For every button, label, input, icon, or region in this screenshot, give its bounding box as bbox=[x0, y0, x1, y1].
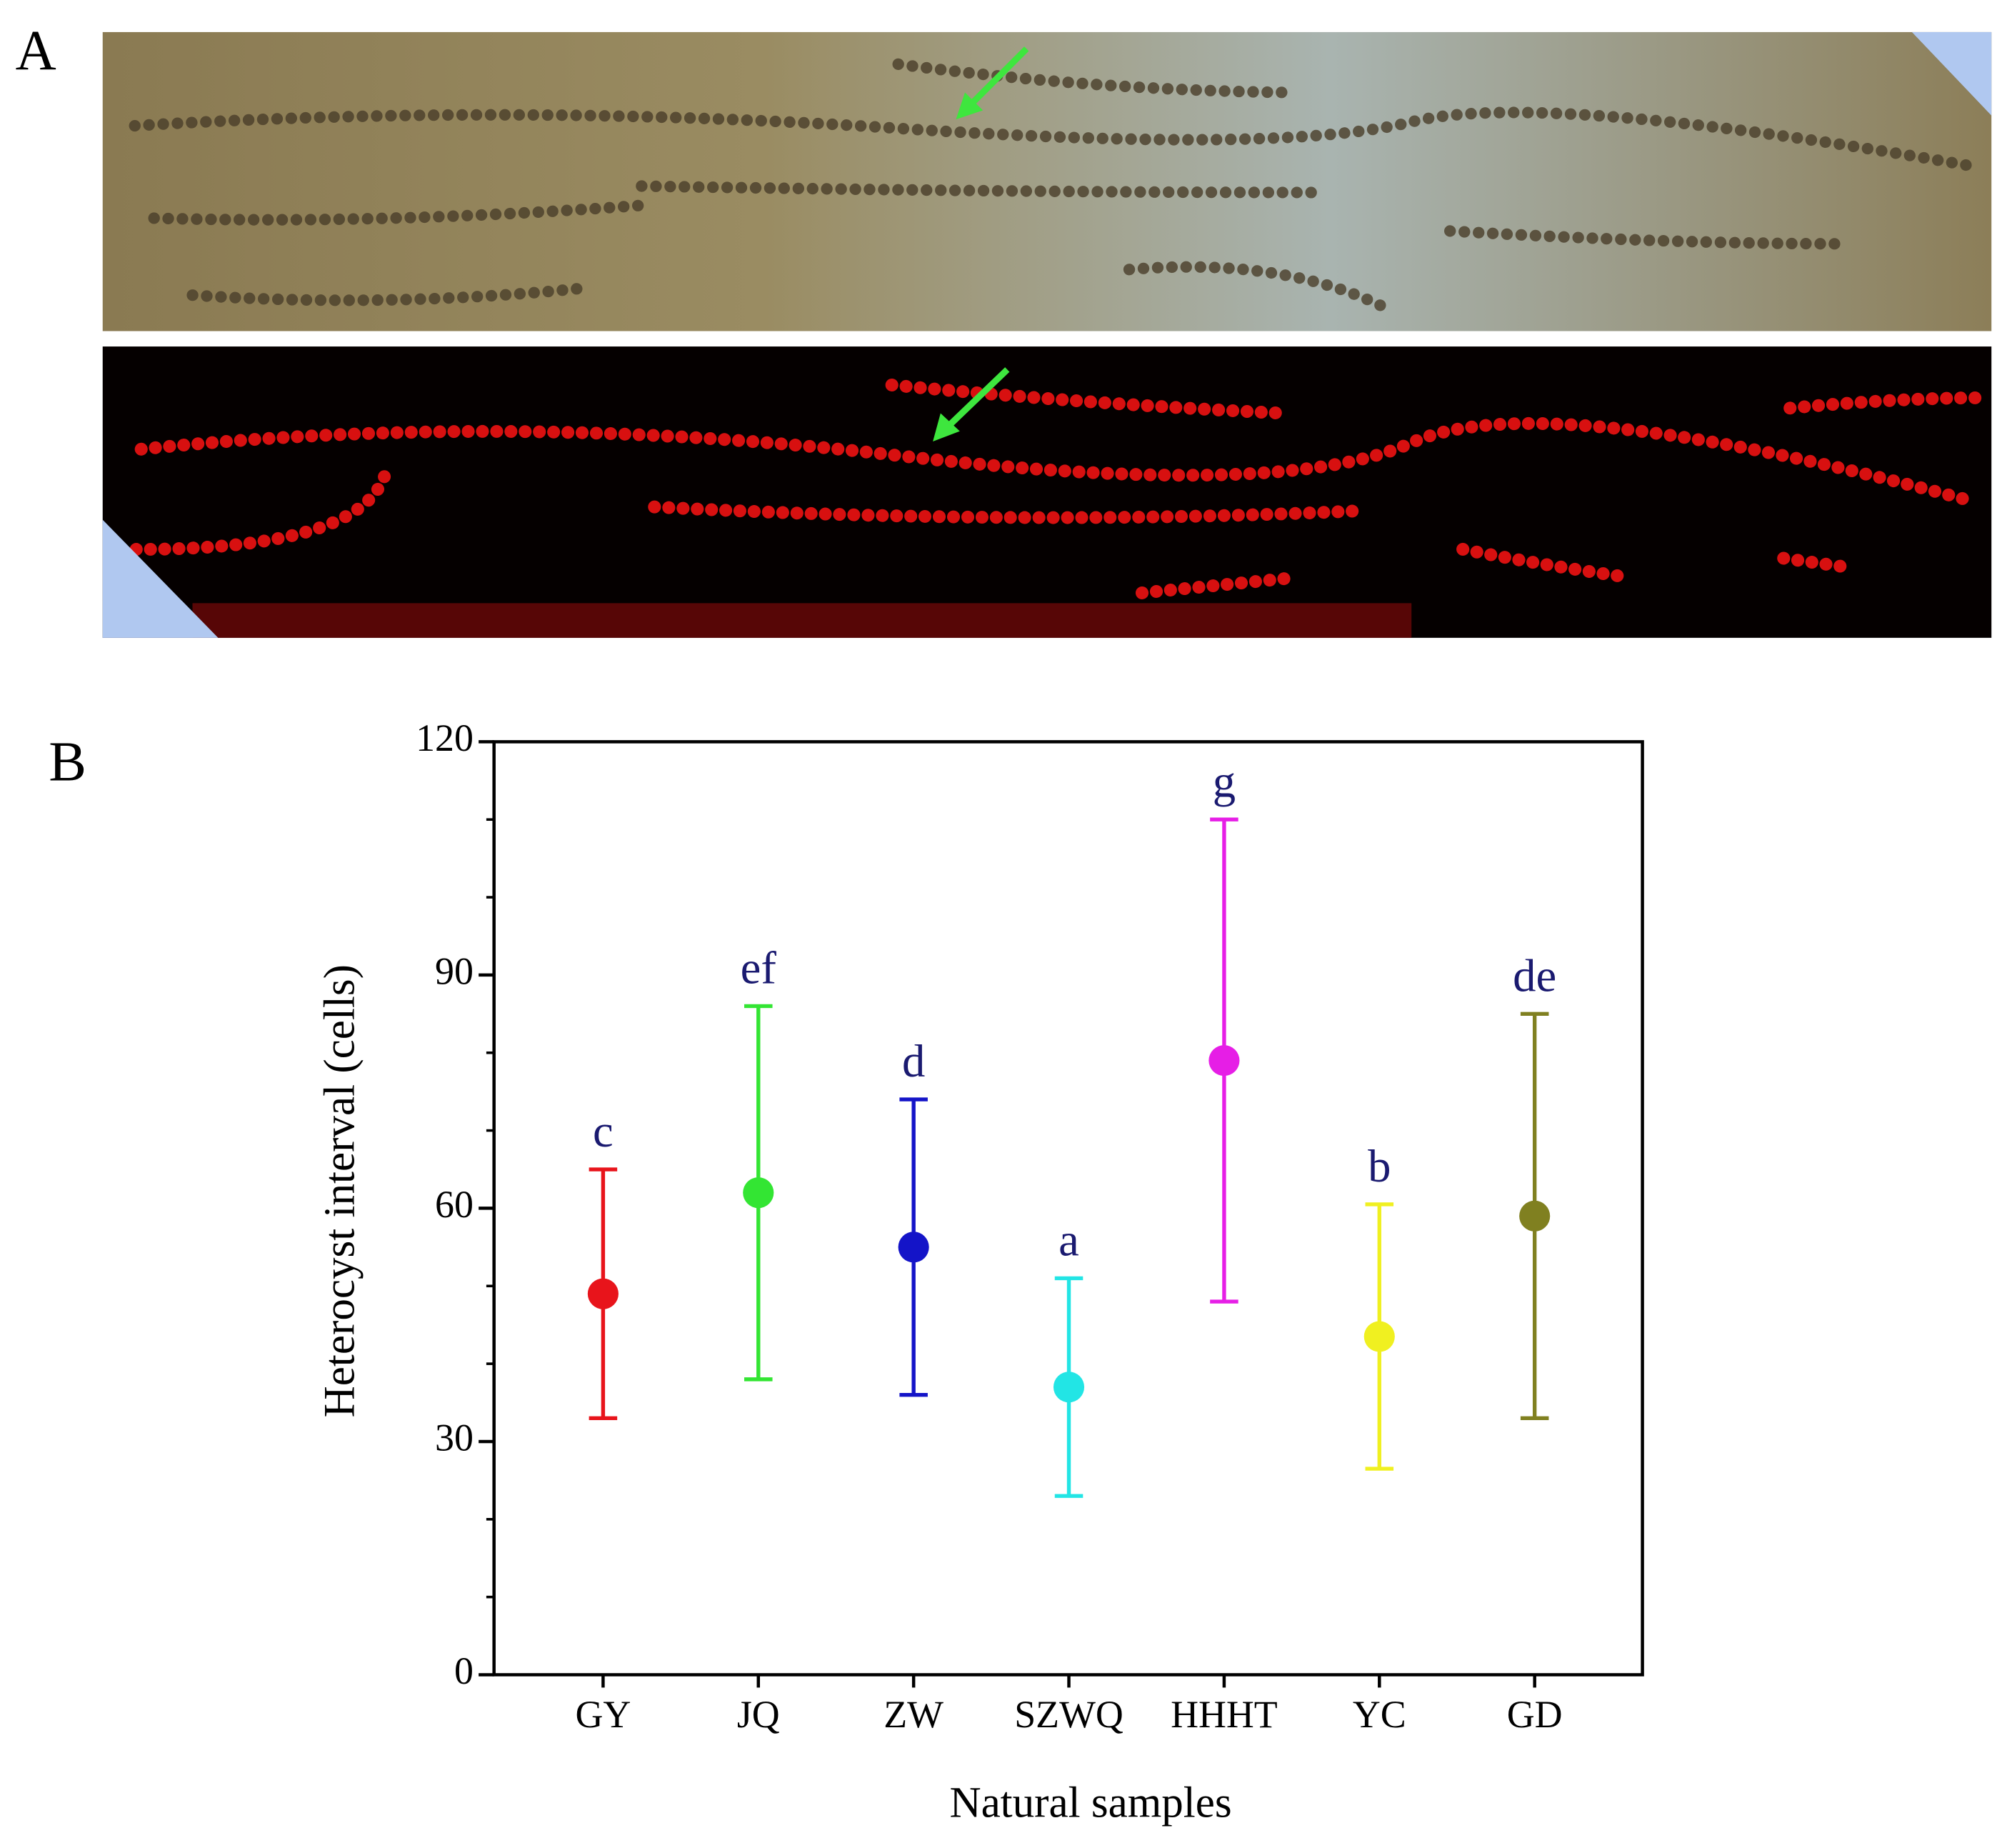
mean-point bbox=[743, 1177, 774, 1209]
y-tick-label: 60 bbox=[435, 1183, 474, 1226]
significance-letter: ef bbox=[741, 942, 777, 994]
plot-frame bbox=[492, 740, 1644, 1677]
y-tick-label: 30 bbox=[435, 1416, 474, 1459]
x-tick-label: YC bbox=[1353, 1693, 1406, 1736]
micrograph-brightfield bbox=[102, 31, 1992, 331]
mean-point bbox=[898, 1232, 929, 1263]
y-tick-label: 90 bbox=[435, 949, 474, 992]
y-tick-label: 0 bbox=[454, 1649, 474, 1692]
panel-label: B bbox=[49, 731, 86, 793]
significance-letter: g bbox=[1213, 755, 1236, 806]
mean-point bbox=[1519, 1200, 1551, 1232]
x-tick-label: ZW bbox=[884, 1693, 944, 1736]
significance-letter: a bbox=[1058, 1214, 1079, 1266]
x-tick-label: HHHT bbox=[1171, 1693, 1278, 1736]
x-tick-label: JQ bbox=[737, 1693, 780, 1736]
micrograph-fluorescence bbox=[102, 346, 1992, 638]
significance-letter: d bbox=[902, 1035, 925, 1087]
significance-letter: c bbox=[593, 1105, 614, 1157]
mean-point bbox=[1053, 1372, 1085, 1403]
y-axis-label: Heterocyst interval (cells) bbox=[316, 964, 364, 1417]
significance-letter: de bbox=[1513, 949, 1556, 1001]
mean-point bbox=[1363, 1321, 1395, 1352]
mean-point bbox=[587, 1278, 619, 1309]
y-tick-label: 120 bbox=[416, 716, 474, 759]
x-tick-label: GY bbox=[575, 1693, 631, 1736]
x-axis-label: Natural samples bbox=[949, 1779, 1231, 1827]
significance-letter: b bbox=[1368, 1140, 1391, 1192]
x-tick-label: SZWQ bbox=[1014, 1693, 1123, 1736]
panel-label: A bbox=[16, 20, 56, 82]
mean-point bbox=[1208, 1045, 1240, 1077]
x-tick-label: GD bbox=[1507, 1693, 1563, 1736]
